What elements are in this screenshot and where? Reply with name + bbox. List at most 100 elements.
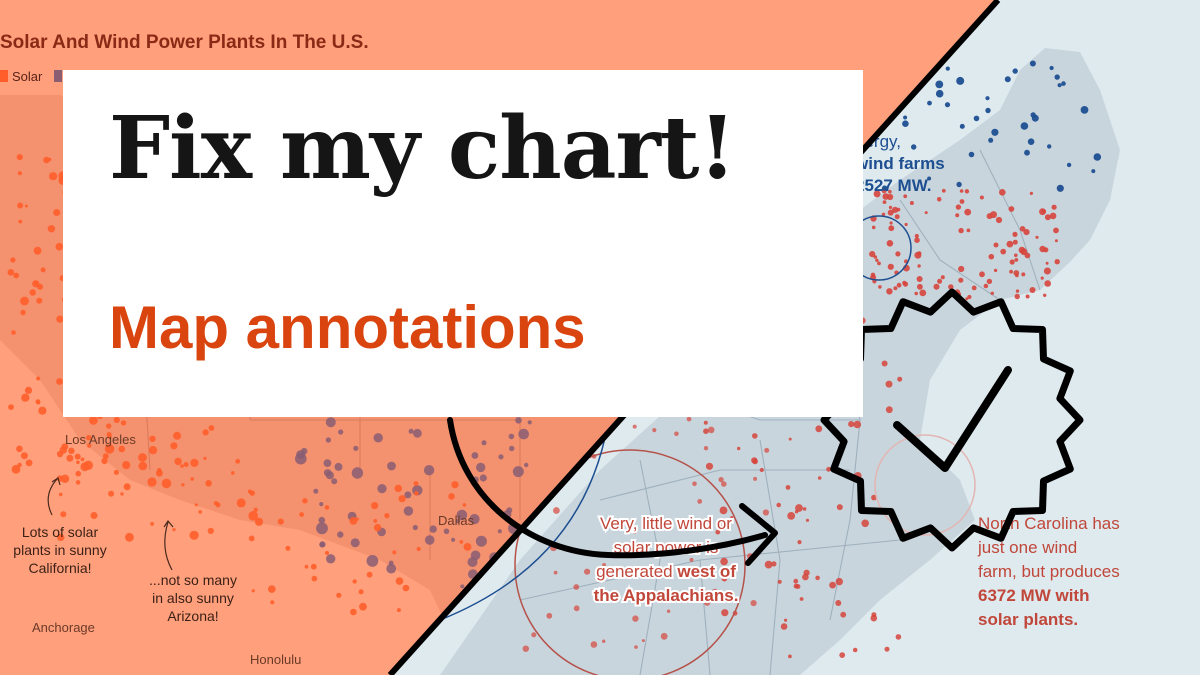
- solar-plant-dot: [853, 420, 862, 429]
- solar-plant-dot: [55, 242, 64, 251]
- solar-plant-dot: [396, 608, 401, 613]
- big-arrow-head: [739, 503, 778, 566]
- solar-plant-dot: [173, 431, 182, 440]
- wind-plant-dot: [1091, 169, 1096, 174]
- solar-plant-dot: [24, 204, 28, 208]
- solar-plant-dot: [937, 278, 943, 284]
- wind-plant-dot: [968, 151, 975, 158]
- solar-plant-dot: [948, 284, 954, 290]
- wind-plant-dot: [497, 529, 502, 534]
- solar-plant-dot: [584, 568, 591, 575]
- solar-plant-dot: [1040, 276, 1044, 280]
- solar-plant-dot: [966, 228, 971, 233]
- solar-plant-dot: [886, 288, 893, 295]
- solar-plant-dot: [414, 491, 419, 496]
- solar-plant-dot: [311, 575, 318, 582]
- solar-plant-dot: [102, 453, 109, 460]
- solar-plant-dot: [771, 561, 777, 567]
- wind-plant-dot: [350, 538, 360, 548]
- solar-plant-dot: [20, 452, 28, 460]
- solar-plant-dot: [967, 294, 972, 300]
- legend-solar-label: Solar: [12, 69, 43, 84]
- solar-plant-dot: [917, 283, 923, 290]
- solar-plant-dot: [1009, 259, 1015, 265]
- solar-plant-dot: [350, 608, 357, 616]
- solar-plant-dot: [106, 423, 112, 429]
- solar-plant-dot: [737, 446, 741, 451]
- solar-plant-dot: [150, 522, 155, 526]
- wind-plant-dot: [518, 428, 529, 440]
- wind-plant-dot: [1080, 106, 1089, 114]
- solar-plant-dot: [887, 263, 894, 270]
- wind-plant-dot: [956, 181, 962, 188]
- solar-plant-dot: [11, 330, 16, 335]
- solar-plant-dot: [302, 498, 308, 504]
- annotation-line: 6372 MW with: [978, 586, 1089, 605]
- solar-plant-dot: [451, 481, 459, 489]
- solar-plant-dot: [718, 477, 724, 483]
- solar-plant-dot: [358, 589, 364, 595]
- wind-plant-dot: [945, 66, 950, 71]
- solar-plant-dot: [836, 504, 843, 511]
- solar-plant-dot: [662, 543, 667, 549]
- city-label-dallas: Dallas: [438, 513, 475, 528]
- solar-plant-dot: [161, 478, 172, 489]
- solar-plant-dot: [752, 433, 758, 439]
- annotation-line: generated west of: [596, 562, 736, 581]
- solar-plant-dot: [1025, 294, 1030, 299]
- solar-plant-dot: [964, 208, 972, 216]
- solar-plant-dot: [882, 200, 887, 205]
- big-curved-arrow: [447, 417, 768, 559]
- solar-plant-dot: [703, 428, 709, 435]
- solar-plant-dot: [826, 466, 831, 472]
- solar-plant-dot: [1049, 212, 1057, 220]
- solar-plant-dot: [394, 484, 402, 493]
- solar-plant-dot: [885, 380, 893, 388]
- solar-plant-dot: [74, 453, 81, 460]
- solar-plant-dot: [780, 623, 788, 630]
- wind-plant-dot: [455, 518, 461, 524]
- solar-plant-dot: [106, 432, 112, 438]
- solar-plant-dot: [590, 641, 598, 648]
- solar-plant-dot: [16, 154, 23, 161]
- solar-plant-dot: [705, 462, 714, 470]
- solar-plant-dot: [205, 480, 212, 487]
- solar-plant-dot: [983, 283, 989, 289]
- solar-plant-dot: [914, 237, 920, 243]
- wind-plant-dot: [373, 433, 383, 443]
- annotation-line: Arizona!: [167, 608, 218, 624]
- solar-plant-dot: [986, 278, 993, 285]
- annotation-line: ...not so many: [149, 572, 237, 588]
- solar-plant-dot: [692, 481, 697, 487]
- wind-plant-dot: [508, 433, 515, 440]
- solar-plant-dot: [29, 289, 36, 296]
- annotation-line: wind farms: [854, 154, 945, 173]
- solar-plant-dot: [373, 523, 382, 532]
- wind-plant-dot: [959, 123, 965, 129]
- solar-plant-dot: [788, 437, 792, 441]
- solar-plant-dot: [940, 275, 945, 280]
- solar-plant-dot: [815, 425, 823, 433]
- solar-plant-dot: [711, 588, 718, 595]
- solar-plant-dot: [793, 583, 799, 589]
- solar-plant-dot: [776, 502, 781, 508]
- solar-plant-dot: [18, 219, 23, 224]
- solar-plant-dot: [120, 420, 127, 426]
- solar-plant-dot: [869, 251, 876, 258]
- solar-plant-dot: [17, 202, 24, 209]
- solar-plant-dot: [11, 464, 21, 474]
- solar-plant-dot: [794, 510, 799, 514]
- wind-plant-dot: [973, 115, 980, 122]
- solar-plant-dot: [721, 481, 727, 487]
- solar-plant-dot: [979, 195, 984, 200]
- solar-plant-dot: [896, 207, 901, 212]
- solar-plant-dot: [36, 376, 41, 381]
- solar-plant-dot: [602, 639, 606, 643]
- solar-plant-dot: [7, 269, 15, 276]
- solar-plant-dot: [1009, 269, 1013, 274]
- wind-plant-dot: [337, 531, 344, 538]
- solar-plant-dot: [882, 193, 890, 200]
- solar-plant-dot: [652, 428, 657, 433]
- annotation-line: the Appalachians.: [594, 586, 739, 605]
- solar-plant-dot: [277, 518, 284, 525]
